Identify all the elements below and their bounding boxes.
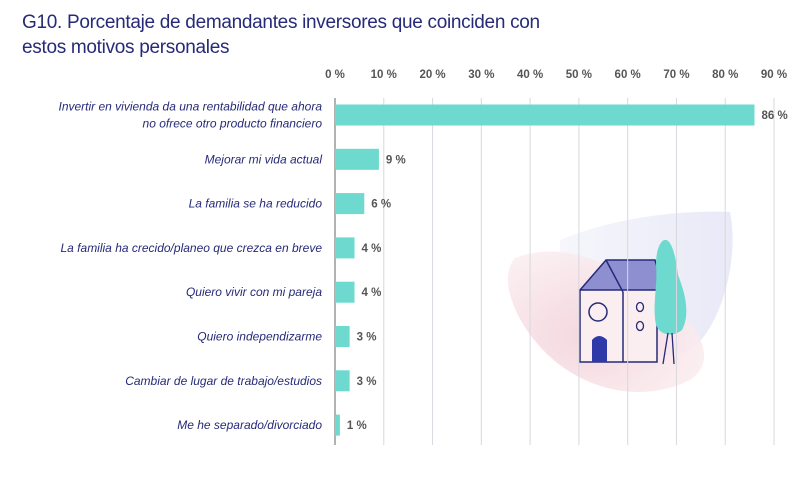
x-tick-label: 0 % (325, 69, 345, 81)
category-label: La familia ha crecido/planeo que crezca … (61, 241, 323, 255)
house-and-tree-icon (507, 211, 733, 392)
bar (335, 237, 355, 259)
value-label: 6 % (371, 199, 391, 211)
category-label: Mejorar mi vida actual (205, 152, 323, 166)
value-label: 4 % (362, 243, 382, 255)
category-label: Me he separado/divorciado (177, 418, 322, 432)
category-label: no ofrece otro producto financiero (143, 117, 323, 131)
bar (335, 326, 350, 347)
bar (335, 193, 365, 215)
value-label: 3 % (357, 376, 377, 388)
category-label: Quiero vivir con mi pareja (186, 285, 322, 299)
x-tick-label: 30 % (468, 69, 494, 81)
bar (335, 281, 355, 303)
value-label: 3 % (357, 332, 377, 344)
x-tick-label: 60 % (615, 69, 641, 81)
x-tick-label: 20 % (419, 69, 445, 81)
x-tick-label: 50 % (566, 69, 592, 81)
bar (335, 104, 755, 126)
x-tick-label: 80 % (712, 69, 738, 81)
category-label: Quiero independizarme (197, 330, 322, 344)
category-label: Cambiar de lugar de trabajo/estudios (125, 374, 322, 388)
bar (335, 414, 340, 436)
x-tick-label: 10 % (371, 69, 397, 81)
x-tick-label: 40 % (517, 69, 543, 81)
value-label: 9 % (386, 154, 406, 166)
bar (335, 370, 350, 392)
value-label: 86 % (761, 110, 787, 122)
category-label: Invertir en vivienda da una rentabilidad… (58, 100, 322, 114)
x-tick-label: 90 % (761, 69, 787, 81)
chart-title: G10. Porcentaje de demandantes inversore… (22, 12, 540, 58)
bar (335, 148, 379, 170)
category-label: La familia se ha reducido (189, 197, 323, 211)
value-label: 4 % (362, 287, 382, 299)
value-label: 1 % (347, 420, 367, 432)
x-tick-label: 70 % (663, 69, 689, 81)
